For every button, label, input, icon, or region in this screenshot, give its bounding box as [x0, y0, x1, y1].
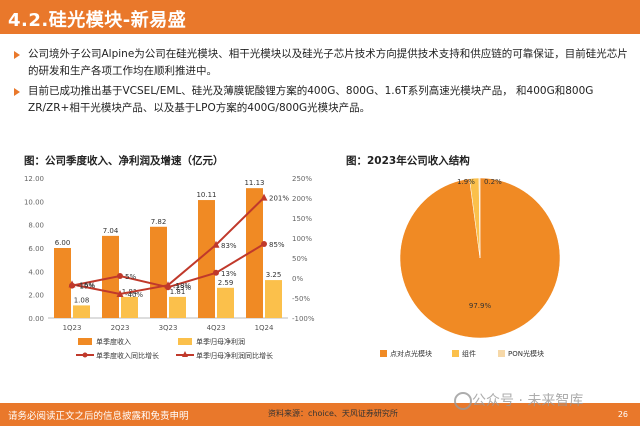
legend-rev-growth-label: 单季度收入同比增长: [96, 351, 159, 360]
y-right-tick-label: 200%: [292, 195, 312, 203]
legend-revenue-label: 单季度收入: [96, 337, 131, 346]
profit-value-label: 1.08: [74, 296, 90, 304]
page-number: 26: [617, 410, 628, 419]
profit-value-label: 1.81: [170, 288, 186, 296]
bullet-text: 公司境外子公司Alpine为公司在硅光模块、相干光模块以及硅光子芯片技术方向提供…: [28, 48, 628, 77]
profit-growth-point: [164, 281, 172, 289]
revenue-value-label: 7.82: [151, 218, 167, 226]
revenue-bar: [54, 248, 71, 318]
legend-profit-label: 单季归母净利润: [196, 337, 245, 346]
pie-legend-label: PON光模块: [508, 349, 544, 358]
y-left-tick-label: 4.00: [28, 268, 44, 276]
profit-bar: [169, 296, 186, 318]
revenue-value-label: 11.13: [244, 179, 264, 187]
pie-slice: [478, 177, 481, 259]
legend-rev-growth-marker: [82, 352, 88, 358]
quarterly-combo-chart: 0.00 2.00 4.00 6.00 8.00 10.00 12.00 -100% -50% 0…: [24, 175, 315, 360]
profit-value-label: 2.59: [218, 279, 234, 287]
x-tick-label: 4Q23: [207, 324, 226, 332]
profit-growth-label: -18%: [173, 282, 191, 290]
profit-growth-point: [260, 193, 268, 201]
triangle-bullet-icon: [14, 88, 20, 96]
profit-bar: [121, 296, 138, 318]
revenue-growth-point: [261, 241, 267, 247]
revenue-bar: [198, 200, 215, 318]
y-right-tick-label: 150%: [292, 215, 312, 223]
footer-bar: 请务必阅读正文之后的信息披露和免责申明 26: [0, 403, 640, 426]
y-right-tick-label: -50%: [292, 295, 310, 303]
y-left-tick-label: 10.00: [24, 198, 44, 206]
x-tick-label: 1Q23: [63, 324, 82, 332]
pie-legend-swatch: [380, 350, 387, 357]
y-right-tick-label: 50%: [292, 255, 308, 263]
pie-legend-swatch: [498, 350, 505, 357]
profit-value-label: 3.25: [266, 271, 282, 279]
revenue-growth-label: 5%: [125, 273, 136, 281]
profit-growth-label: 83%: [221, 242, 237, 250]
bullet-list: 公司境外子公司Alpine为公司在硅光模块、相干光模块以及硅光子芯片技术方向提供…: [14, 46, 630, 120]
revenue-value-label: 10.11: [196, 191, 216, 199]
legend-profit-swatch: [178, 338, 192, 345]
x-tick-label: 3Q23: [159, 324, 178, 332]
footer-disclaimer: 请务必阅读正文之后的信息披露和免责申明: [8, 411, 189, 422]
watermark: 公众号 · 未来智库: [472, 393, 584, 409]
chart1-title: 图：公司季度收入、净利润及增速（亿元）: [24, 155, 224, 167]
revenue-value-label: 6.00: [55, 239, 71, 247]
revenue-growth-point: [117, 273, 123, 279]
bullet-item: 目前已成功推出基于VCSEL/EML、硅光及薄膜铌酸锂方案的400G、800G、…: [14, 83, 630, 117]
y-left-tick-label: 8.00: [28, 222, 44, 230]
revenue-bar: [150, 226, 167, 318]
source-note: 资料来源：choice、天风证券研究所: [268, 409, 398, 418]
profit-growth-label: -16%: [77, 281, 95, 289]
bullet-item: 公司境外子公司Alpine为公司在硅光模块、相干光模块以及硅光子芯片技术方向提供…: [14, 46, 630, 80]
revenue-value-label: 7.04: [103, 227, 119, 235]
profit-growth-label: -40%: [125, 291, 143, 299]
wechat-icon: [454, 392, 472, 410]
title-bar: 4.2.硅光模块-新易盛: [0, 0, 640, 34]
revenue-growth-line: [71, 243, 265, 289]
revenue-growth-point: [213, 269, 219, 276]
pie-legend-label: 组件: [462, 349, 476, 358]
pie-legend-label: 点对点光模块: [390, 349, 432, 358]
pie-label-second: 1.9%: [457, 178, 475, 186]
chart2-title: 图：2023年公司收入结构: [346, 155, 470, 167]
profit-growth-point: [212, 240, 220, 248]
legend-profit-growth-label: 单季归母净利润同比增长: [196, 351, 273, 360]
y-left-tick-label: 12.00: [24, 175, 44, 183]
pie-label-third: 0.2%: [484, 178, 502, 186]
pie-legend-swatch: [452, 350, 459, 357]
profit-growth-point: [68, 280, 76, 288]
y-right-tick-label: 0%: [292, 275, 303, 283]
y-left-tick-label: 0.00: [28, 315, 44, 323]
legend-profit-growth-marker: [182, 351, 188, 357]
revenue-growth-label: 13%: [221, 270, 237, 278]
y-right-tick-label: -100%: [292, 315, 315, 323]
revenue-bar: [246, 188, 263, 318]
profit-growth-point: [116, 290, 124, 297]
y-right-tick-label: 100%: [292, 235, 312, 243]
y-left-tick-label: 6.00: [28, 245, 44, 253]
y-left-tick-label: 2.00: [28, 292, 44, 300]
revenue-growth-label: 85%: [269, 241, 285, 249]
bullet-text: 目前已成功推出基于VCSEL/EML、硅光及薄膜铌酸锂方案的400G、800G、…: [28, 85, 594, 114]
profit-growth-label: 201%: [269, 195, 289, 203]
page-title: 4.2.硅光模块-新易盛: [8, 10, 187, 31]
triangle-bullet-icon: [14, 51, 20, 59]
profit-bar: [265, 280, 282, 318]
pie-label-main: 97.9%: [469, 302, 492, 310]
revenue-growth-label: -23%: [173, 284, 191, 292]
y-right-tick-label: 250%: [292, 175, 312, 183]
x-tick-label: 1Q24: [255, 324, 274, 332]
profit-bar: [73, 305, 90, 318]
profit-bar: [217, 287, 234, 318]
revenue-pie-chart: 97.9% 1.9% 0.2% 点对点光模块 组件 PON光模块: [380, 177, 561, 358]
x-tick-label: 2Q23: [111, 324, 130, 332]
legend-revenue-swatch: [78, 338, 92, 345]
